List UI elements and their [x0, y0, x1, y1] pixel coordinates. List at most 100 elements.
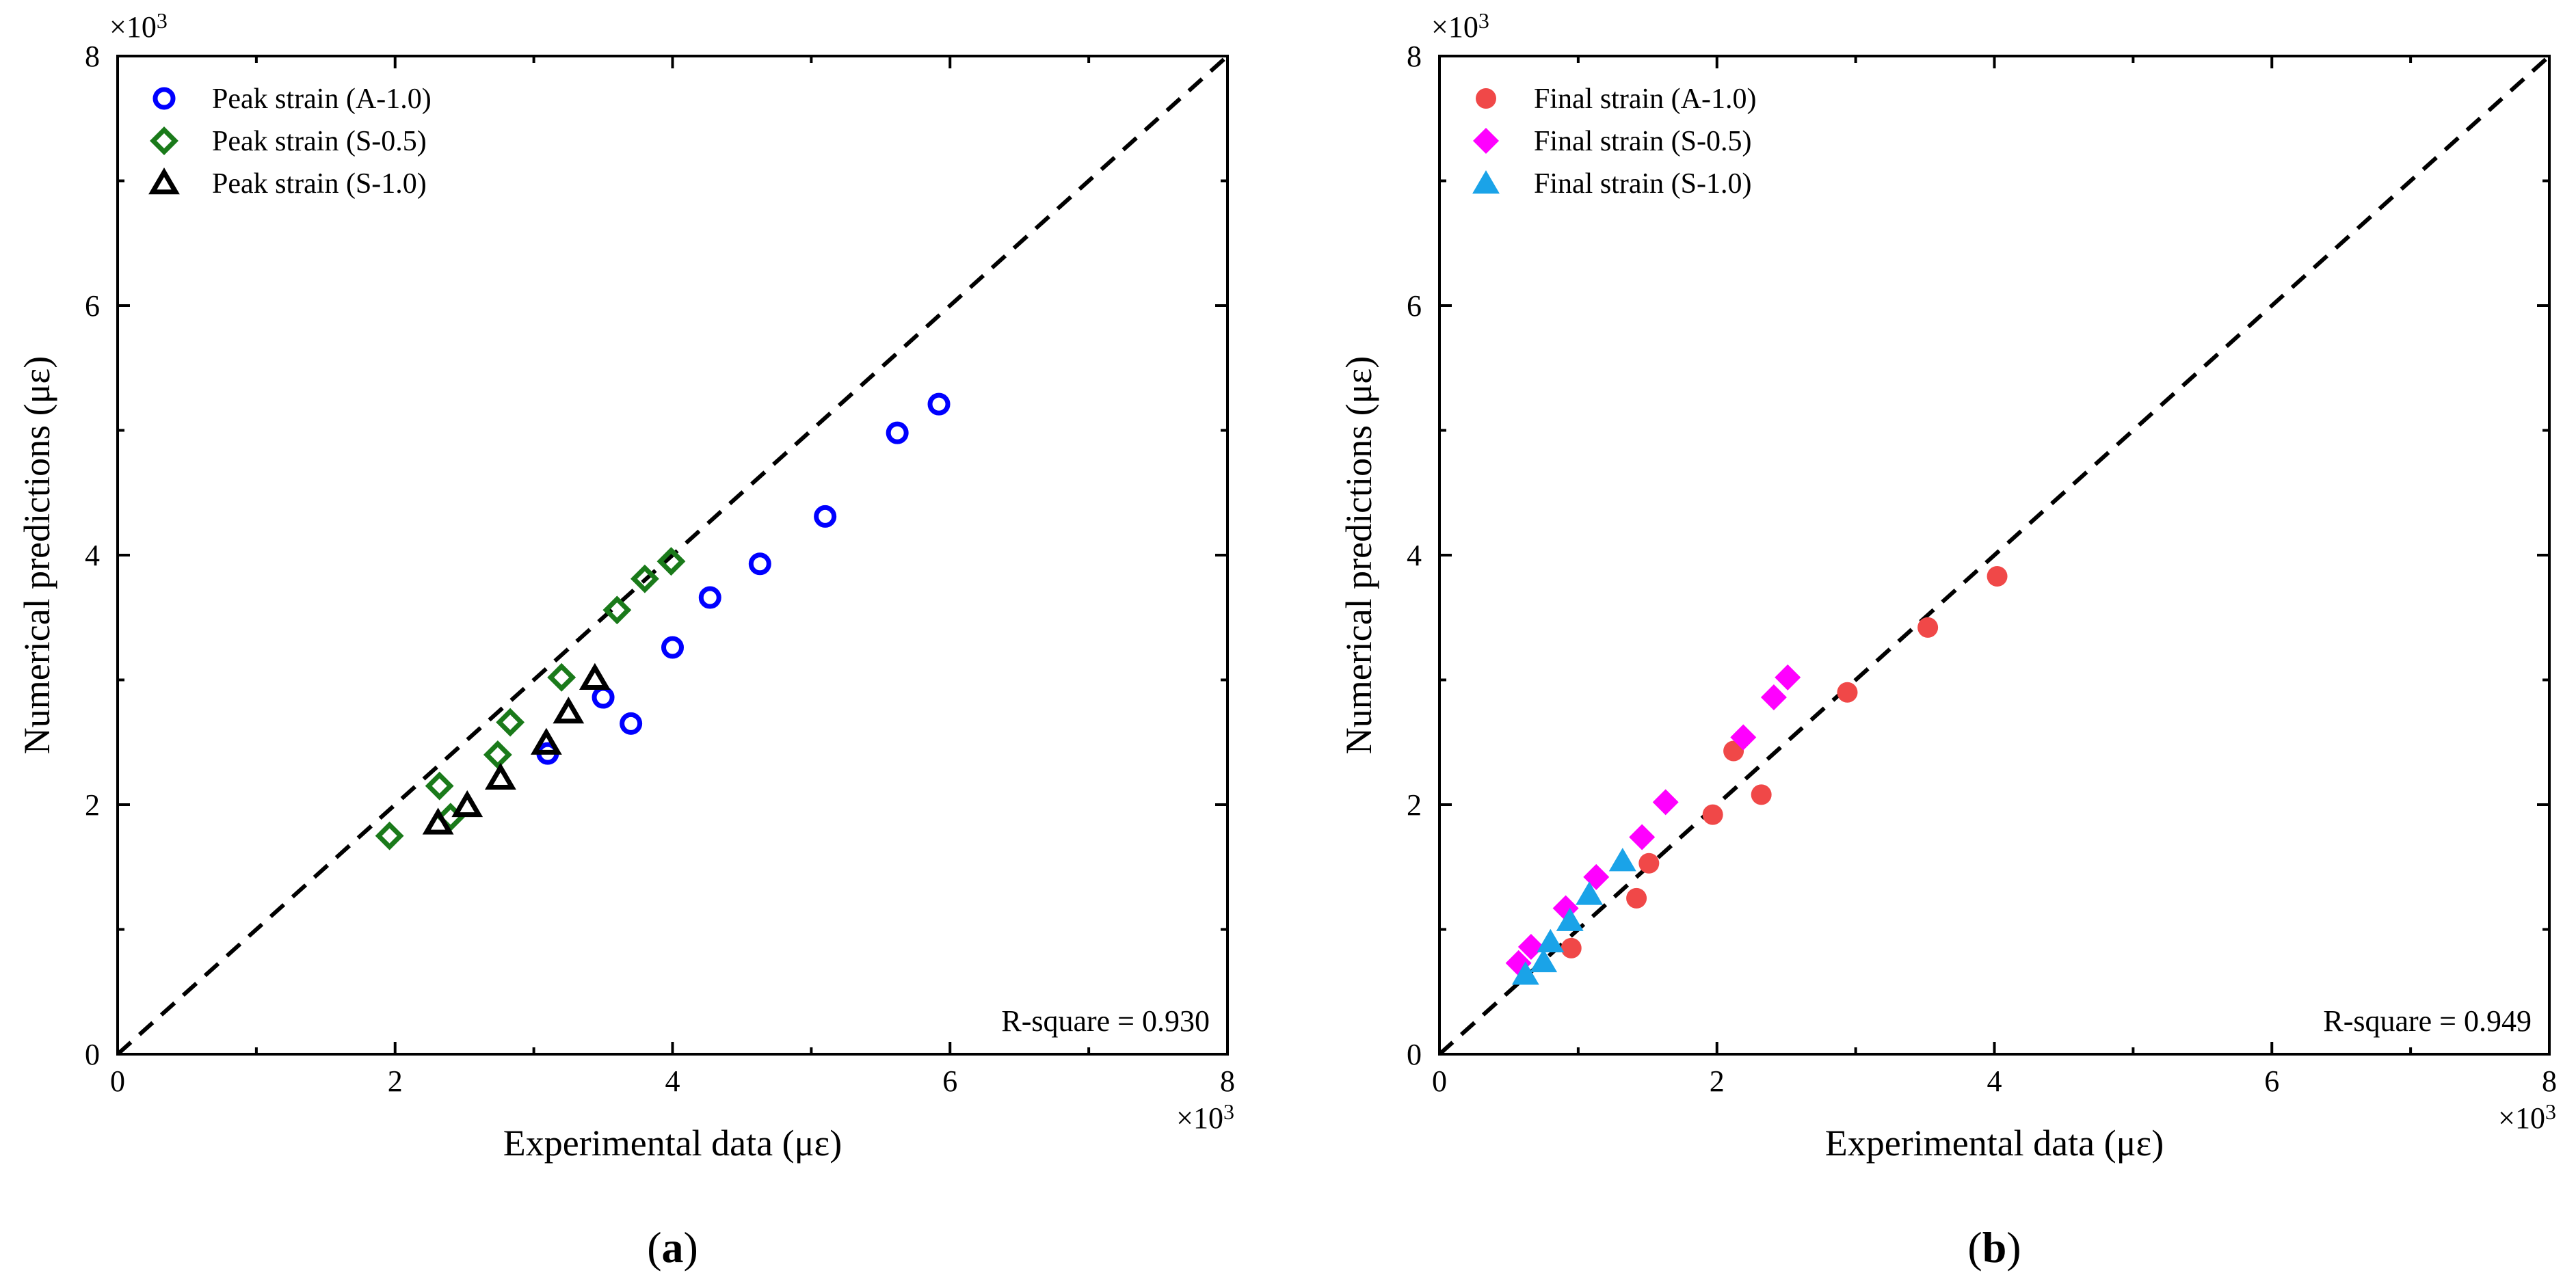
data-point	[1837, 682, 1858, 703]
legend-marker	[148, 167, 180, 195]
y-axis-multiplier-exponent: 3	[1478, 8, 1489, 33]
y-axis-label: Numerical predictions (με)	[16, 356, 57, 754]
data-point	[1702, 804, 1723, 825]
data-point	[1626, 887, 1647, 909]
data-point	[1576, 881, 1604, 905]
data-point	[1917, 617, 1939, 638]
data-point	[375, 821, 404, 850]
panel-label-part: b	[1982, 1223, 2007, 1272]
legend-entry-label: Final strain (A-1.0)	[1534, 83, 1756, 115]
legend-entry-label: Peak strain (S-1.0)	[212, 168, 427, 200]
data-point	[553, 697, 585, 724]
x-axis-label: Experimental data (με)	[1825, 1123, 2164, 1164]
y-axis-multiplier-base: ×10	[109, 10, 157, 44]
data-point	[451, 790, 483, 818]
data-point	[1652, 789, 1679, 816]
data-point	[886, 421, 909, 444]
y-tick-label: 6	[1407, 289, 1422, 323]
y-axis-multiplier-exponent: 3	[157, 8, 168, 33]
x-axis-multiplier-base: ×10	[2498, 1101, 2545, 1135]
data-point	[425, 771, 454, 801]
series-2	[375, 547, 686, 850]
x-tick-label: 4	[1987, 1064, 2002, 1098]
data-point	[630, 564, 659, 593]
data-point	[579, 662, 611, 690]
x-tick-label: 0	[110, 1064, 125, 1098]
data-point	[530, 727, 562, 755]
data-point	[661, 636, 684, 659]
legend-entry-label: Final strain (S-0.5)	[1534, 126, 1751, 157]
x-axis-multiplier-exponent: 3	[1223, 1099, 1234, 1124]
y-axis-multiplier-base: ×10	[1431, 10, 1478, 44]
legend-marker	[1472, 170, 1500, 194]
data-point	[483, 740, 512, 769]
x-tick-label: 8	[1220, 1064, 1235, 1098]
data-point	[1561, 937, 1582, 958]
data-point	[485, 762, 516, 790]
data-point	[1629, 824, 1656, 850]
data-point	[1987, 566, 2008, 587]
legend-marker	[1476, 88, 1496, 109]
y-tick-label: 2	[85, 788, 100, 822]
x-axis-multiplier-exponent: 3	[2545, 1099, 2556, 1124]
panel-label-part: a	[662, 1223, 684, 1272]
series-3	[422, 662, 611, 835]
x-tick-label: 2	[1710, 1064, 1725, 1098]
legend: Peak strain (A-1.0) Peak strain (S-0.5) Pe…	[148, 83, 431, 200]
data-point	[602, 595, 632, 625]
panel-label: (a)	[647, 1223, 698, 1272]
y-tick-label: 2	[1407, 788, 1422, 822]
data-point	[592, 686, 615, 709]
reference-line	[1437, 54, 2551, 1056]
data-point	[1511, 961, 1539, 985]
y-axis-multiplier: ×103	[1431, 8, 1489, 44]
data-point	[1608, 848, 1636, 872]
data-point	[422, 807, 454, 835]
x-tick-label: 4	[665, 1064, 680, 1098]
legend-entry-label: Peak strain (A-1.0)	[212, 83, 431, 115]
series-2	[1505, 664, 1801, 976]
series-1	[1561, 566, 2008, 958]
data-point	[748, 552, 771, 576]
r-square-annotation: R-square = 0.949	[2323, 1004, 2532, 1038]
x-axis-multiplier: ×103	[1176, 1099, 1234, 1135]
series-3	[1511, 848, 1636, 985]
x-tick-label: 8	[2542, 1064, 2557, 1098]
data-point	[547, 662, 576, 692]
data-point	[656, 547, 686, 576]
data-point	[1730, 724, 1757, 751]
series-1	[536, 392, 951, 765]
legend-entry-label: Final strain (S-1.0)	[1534, 168, 1751, 200]
y-tick-label: 6	[85, 289, 100, 323]
legend-marker	[152, 87, 176, 110]
x-tick-label: 2	[388, 1064, 403, 1098]
data-point	[814, 505, 837, 528]
panel-label-part: )	[684, 1223, 698, 1272]
panel-label: (b)	[1967, 1223, 2021, 1272]
data-point	[496, 708, 525, 737]
legend-entry-label: Peak strain (S-0.5)	[212, 126, 427, 157]
r-square-annotation: R-square = 0.930	[1001, 1004, 1210, 1038]
data-point	[927, 392, 951, 416]
data-point	[1537, 928, 1565, 952]
x-axis-multiplier-base: ×10	[1176, 1101, 1223, 1135]
data-point	[1556, 907, 1584, 931]
x-tick-label: 6	[2264, 1064, 2279, 1098]
panel-label-part: )	[2006, 1223, 2021, 1272]
y-tick-label: 0	[1407, 1038, 1422, 1071]
data-point	[1638, 853, 1660, 874]
y-tick-label: 0	[85, 1038, 100, 1071]
y-tick-label: 4	[1407, 539, 1422, 572]
data-point	[1530, 948, 1558, 973]
panel-label-part: (	[1967, 1223, 1982, 1272]
y-tick-label: 8	[85, 40, 100, 73]
y-tick-label: 4	[85, 539, 100, 572]
x-axis-multiplier: ×103	[2498, 1099, 2556, 1135]
data-point	[620, 712, 643, 735]
data-point	[1760, 684, 1787, 711]
x-tick-label: 0	[1432, 1064, 1447, 1098]
